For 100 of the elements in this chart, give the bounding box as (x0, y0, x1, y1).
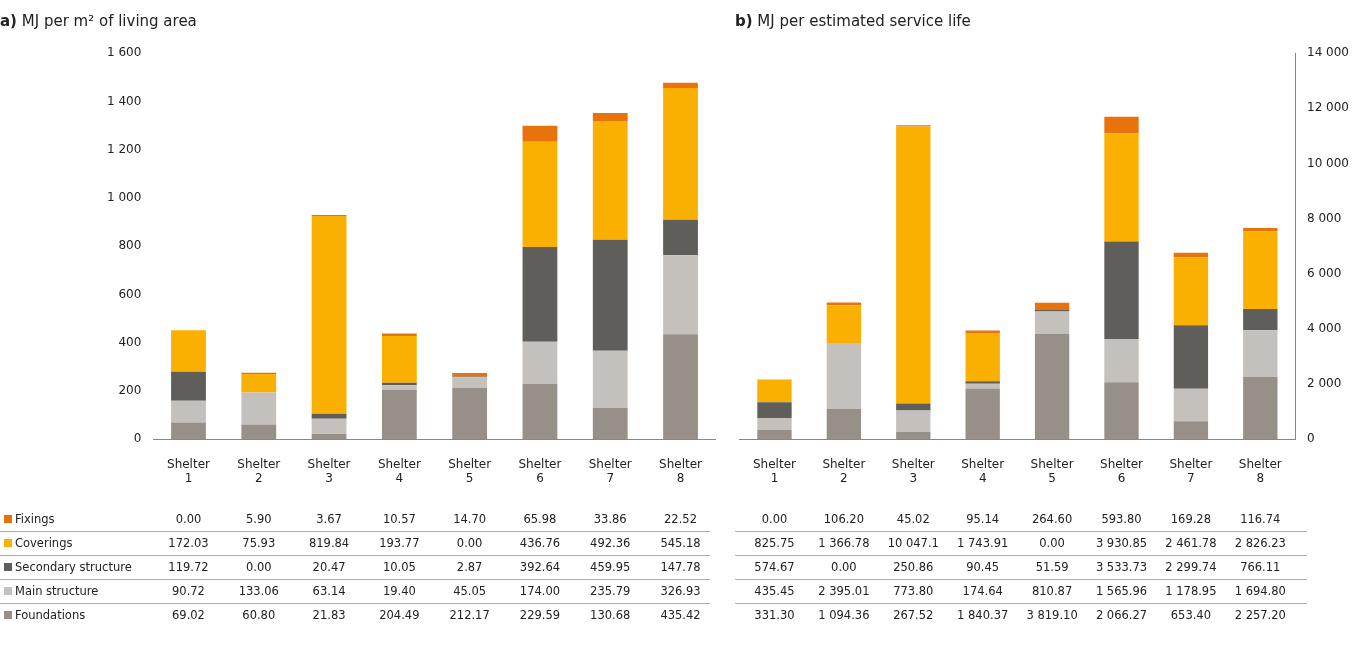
bar (757, 430, 792, 440)
data-label: 267.52 (892, 608, 935, 622)
bar (241, 392, 277, 425)
data-label: 3 819.10 (1025, 608, 1079, 622)
bar (171, 371, 206, 401)
data-label: 2 257.20 (1233, 608, 1287, 622)
data-label: 545.18 (659, 536, 702, 550)
bar (1173, 421, 1209, 440)
bar (1104, 241, 1139, 340)
bar (1243, 231, 1278, 310)
legend-label: Fixings (14, 512, 55, 526)
x-tick-label: Shelter 2 (237, 456, 281, 485)
data-label: 10 047.1 (886, 536, 940, 550)
bar (381, 336, 417, 383)
data-label: 435.42 (659, 608, 702, 622)
legend-label: Coverings (14, 536, 73, 550)
bar (1243, 309, 1278, 331)
data-label: 169.28 (1169, 512, 1212, 526)
bar (522, 383, 558, 440)
data-label: 250.86 (892, 560, 935, 574)
data-label: 435.45 (753, 584, 796, 598)
bar (757, 402, 792, 419)
bar (1034, 311, 1070, 334)
bar (1173, 325, 1209, 389)
bar (452, 377, 488, 389)
data-label: 2.87 (455, 560, 484, 574)
data-label: 130.68 (589, 608, 632, 622)
bar (757, 418, 792, 431)
data-label: 45.05 (452, 584, 488, 598)
data-label: 147.78 (659, 560, 702, 574)
data-label: 33.86 (592, 512, 628, 526)
bar (311, 413, 347, 419)
bar (171, 422, 206, 440)
bar (241, 424, 277, 440)
data-label: 773.80 (892, 584, 935, 598)
bar (241, 374, 277, 393)
x-tick-label: Shelter 2 (822, 456, 866, 485)
bar (1034, 333, 1070, 440)
y-tick-label: 0 (1307, 431, 1315, 446)
bar (826, 305, 862, 343)
bar (1104, 133, 1139, 242)
legend-label: Foundations (14, 608, 86, 622)
x-tick-label: Shelter 3 (891, 456, 935, 485)
bar (965, 381, 1000, 384)
data-label: 174.64 (961, 584, 1004, 598)
bar (1173, 257, 1209, 326)
bar (663, 334, 698, 440)
data-label: 90.45 (965, 560, 1001, 574)
y-tick-label: 200 (118, 383, 142, 398)
data-label: 1 743.91 (956, 536, 1010, 550)
data-label: 119.72 (167, 560, 210, 574)
bar (965, 388, 1000, 440)
legend-label: Main structure (14, 584, 99, 598)
data-label: 45.02 (895, 512, 931, 526)
bar (311, 215, 347, 414)
data-label: 0.00 (244, 560, 273, 574)
bar (1104, 339, 1139, 383)
bar (965, 330, 1000, 334)
bar (381, 389, 417, 440)
bar (171, 330, 206, 372)
data-label: 51.59 (1034, 560, 1070, 574)
y-tick-label: 600 (118, 286, 142, 301)
y-tick-label: 12 000 (1307, 100, 1350, 115)
legend-label: Secondary structure (14, 560, 132, 574)
bar (826, 409, 862, 440)
y-tick-label: 0 (133, 431, 142, 446)
y-tick-label: 6 000 (1307, 265, 1342, 280)
y-tick-label: 1 200 (106, 141, 142, 156)
x-tick-label: Shelter 4 (961, 456, 1005, 485)
data-label: 90.72 (171, 584, 206, 598)
bar (757, 379, 792, 403)
data-label: 766.11 (1239, 560, 1282, 574)
data-label: 1 366.78 (817, 536, 871, 550)
data-label: 653.40 (1169, 608, 1212, 622)
data-label: 69.02 (171, 608, 206, 622)
y-tick-label: 8 000 (1307, 210, 1342, 225)
data-label: 436.76 (518, 536, 562, 550)
data-label: 193.77 (378, 536, 421, 550)
bar (592, 121, 628, 240)
data-label: 229.59 (518, 608, 562, 622)
bar (592, 350, 628, 408)
y-tick-label: 2 000 (1307, 376, 1342, 391)
data-label: 0.00 (760, 512, 789, 526)
bar (452, 388, 488, 440)
data-label: 3 930.85 (1094, 536, 1149, 550)
data-label: 810.87 (1030, 584, 1074, 598)
data-label: 331.30 (753, 608, 796, 622)
y-tick-label: 1 600 (106, 45, 142, 60)
chart-title: b) MJ per estimated service life (735, 12, 971, 30)
bar (826, 342, 862, 410)
bar (592, 407, 628, 440)
data-label: 174.00 (518, 584, 562, 598)
x-tick-label: Shelter 7 (588, 456, 632, 485)
data-label: 65.98 (522, 512, 558, 526)
data-label: 63.14 (311, 584, 347, 598)
data-label: 212.17 (448, 608, 491, 622)
data-label: 0.00 (455, 536, 484, 550)
data-label: 133.06 (237, 584, 280, 598)
data-label: 19.40 (381, 584, 417, 598)
data-label: 116.74 (1239, 512, 1282, 526)
